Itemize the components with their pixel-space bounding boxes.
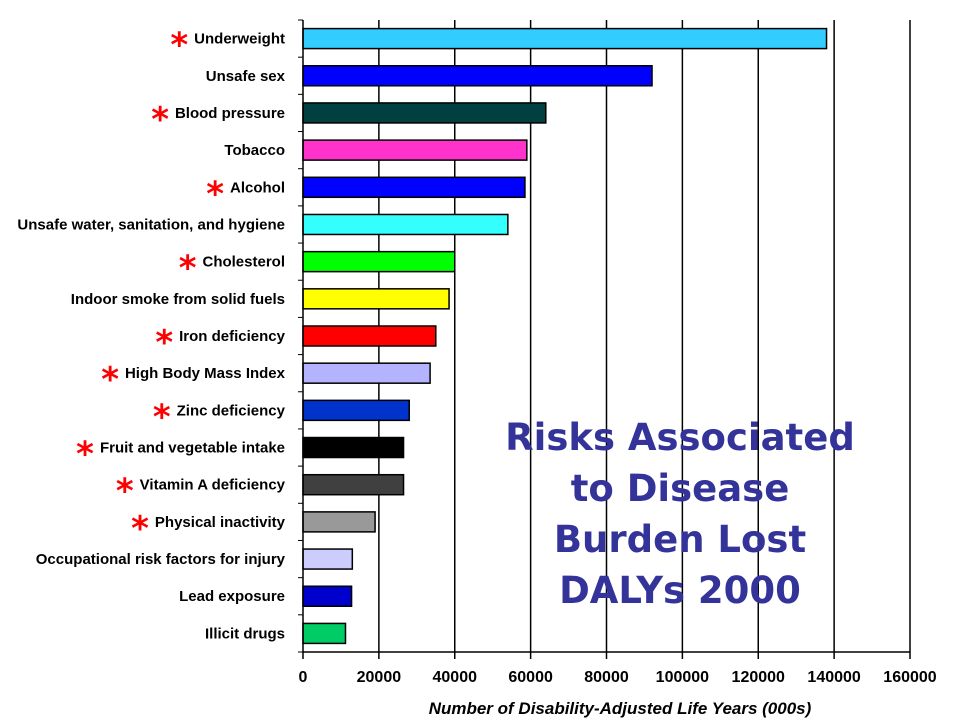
bars: [302, 27, 828, 645]
bar: [302, 622, 347, 645]
category-label: Cholesterol: [202, 254, 285, 271]
category-label: Fruit and vegetable intake: [100, 440, 285, 457]
star-marker-icon: *: [116, 472, 134, 512]
bar: [302, 102, 547, 124]
title-line-1: Risks Associated: [505, 416, 855, 459]
category-label: Unsafe sex: [206, 68, 286, 85]
category-label: Physical inactivity: [155, 514, 286, 531]
title-line-2: to Disease: [570, 467, 790, 510]
star-marker-icon: *: [131, 509, 149, 549]
category-label: Illicit drugs: [205, 625, 285, 642]
x-tick-label: 80000: [584, 669, 629, 686]
x-tick-label: 20000: [357, 669, 402, 686]
title-line-4: DALYs 2000: [559, 569, 801, 612]
bar: [302, 362, 431, 384]
x-tick-label: 160000: [883, 669, 936, 686]
star-marker-icon: *: [76, 435, 94, 475]
x-tick-label: 0: [299, 669, 308, 686]
chart-title: Risks Associated to Disease Burden Lost …: [480, 412, 880, 616]
x-tick-labels: 0 20000 40000 60000 80000 100000 120000 140000 1…: [299, 669, 937, 686]
bar: [302, 585, 353, 607]
star-marker-icon: *: [206, 174, 224, 214]
category-label: Blood pressure: [175, 105, 285, 122]
x-axis-label: Number of Disability-Adjusted Life Years…: [429, 699, 812, 718]
axes: [298, 19, 911, 659]
star-marker-icon: *: [170, 26, 188, 66]
category-label: Zinc deficiency: [177, 402, 286, 419]
title-line-3: Burden Lost: [553, 518, 807, 561]
bar: [302, 473, 405, 496]
bar: [302, 548, 354, 570]
category-label: Vitamin A deficiency: [140, 477, 286, 494]
x-tick-label: 40000: [433, 669, 478, 686]
bar: [302, 288, 450, 310]
star-marker-icon: *: [155, 323, 173, 363]
bar: [302, 250, 456, 273]
category-label: Occupational risk factors for injury: [36, 551, 286, 568]
bar: [302, 325, 437, 347]
category-label: Lead exposure: [179, 588, 285, 605]
category-label: Tobacco: [224, 142, 285, 159]
bar: [302, 176, 526, 199]
x-tick-label: 140000: [807, 669, 860, 686]
category-label: Indoor smoke from solid fuels: [71, 291, 285, 308]
category-label: Iron deficiency: [179, 328, 286, 345]
category-label: Alcohol: [230, 179, 285, 196]
x-tick-label: 100000: [656, 669, 709, 686]
star-marker-icon: *: [153, 397, 171, 437]
star-marker-icon: *: [179, 249, 197, 289]
grid-lines: [378, 20, 911, 652]
bar: [302, 511, 376, 533]
category-label: High Body Mass Index: [125, 365, 286, 382]
category-label: Unsafe water, sanitation, and hygiene: [17, 216, 285, 233]
bar: [302, 139, 528, 161]
bar: [302, 213, 509, 236]
bar: [302, 436, 405, 459]
star-marker-icon: *: [151, 100, 169, 140]
bar: [302, 399, 410, 422]
x-tick-label: 120000: [732, 669, 785, 686]
bar: [302, 65, 653, 87]
x-tick-label: 60000: [508, 669, 553, 686]
category-label: Underweight: [194, 31, 285, 48]
star-marker-icon: *: [101, 360, 119, 400]
bar: [302, 27, 828, 50]
